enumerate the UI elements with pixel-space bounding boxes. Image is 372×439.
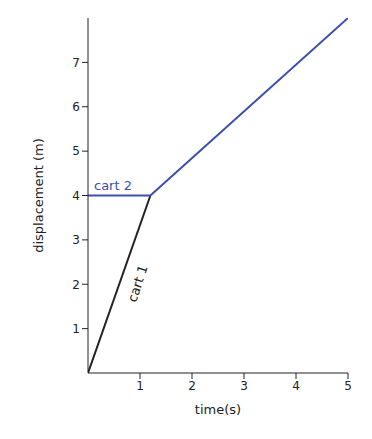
svg-text:cart 1: cart 1 <box>125 263 151 304</box>
svg-text:4: 4 <box>292 379 300 393</box>
svg-text:3: 3 <box>240 379 248 393</box>
svg-text:5: 5 <box>72 144 80 158</box>
svg-text:4: 4 <box>72 189 80 203</box>
svg-text:6: 6 <box>72 100 80 114</box>
svg-text:1: 1 <box>72 322 80 336</box>
svg-text:7: 7 <box>72 56 80 70</box>
svg-text:2: 2 <box>72 278 80 292</box>
svg-text:displacement (m): displacement (m) <box>31 138 46 253</box>
svg-text:5: 5 <box>344 379 352 393</box>
svg-text:2: 2 <box>188 379 196 393</box>
svg-text:time(s): time(s) <box>195 402 241 417</box>
svg-text:1: 1 <box>136 379 144 393</box>
svg-text:cart 2: cart 2 <box>94 178 132 193</box>
svg-text:3: 3 <box>72 233 80 247</box>
